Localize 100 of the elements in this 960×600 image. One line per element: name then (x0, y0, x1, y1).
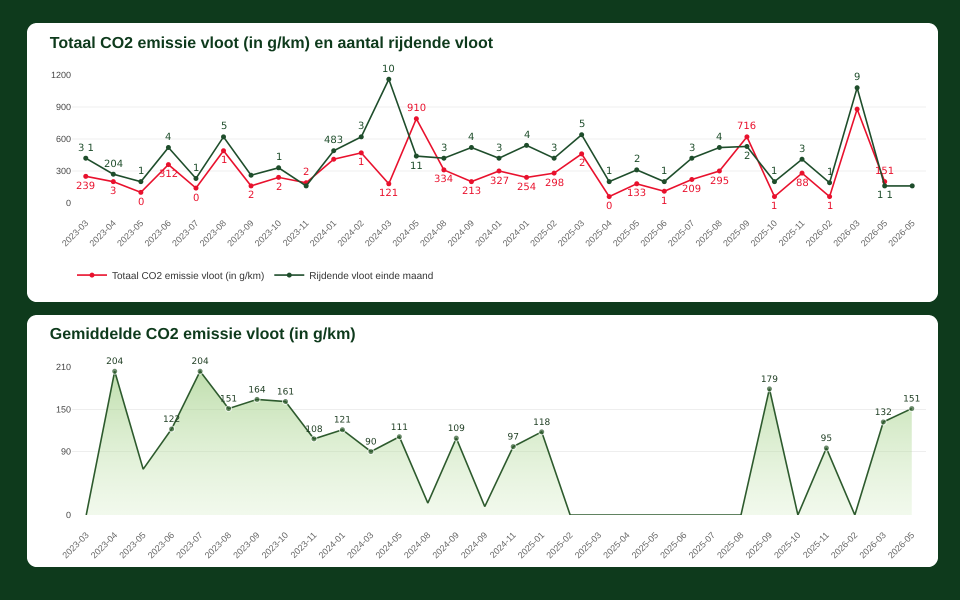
point (662, 188, 667, 194)
annotation: 239 (76, 181, 96, 192)
annotation: 716 (737, 121, 756, 132)
point (908, 405, 916, 412)
point (538, 428, 546, 436)
point (276, 174, 282, 180)
point (496, 156, 502, 161)
point (304, 183, 309, 188)
point (331, 148, 336, 154)
point (168, 426, 176, 433)
point (854, 85, 860, 90)
annotation: 133 (627, 188, 646, 199)
point (83, 156, 88, 161)
point (689, 177, 694, 182)
point (254, 396, 261, 403)
annotation: 5 (579, 119, 586, 130)
annotation: 11 (410, 161, 423, 172)
annotation: 5 (221, 121, 228, 132)
legend-label: Rijdende vloot einde maand (309, 271, 434, 282)
data-label: 95 (820, 434, 832, 444)
annotation: 254 (517, 182, 536, 193)
point (248, 183, 254, 188)
point (822, 444, 830, 452)
point (367, 448, 374, 456)
annotation: 209 (682, 184, 702, 195)
point (138, 179, 144, 184)
point (386, 76, 392, 82)
point (524, 142, 530, 148)
point (225, 405, 232, 412)
point (441, 167, 446, 172)
point (452, 434, 460, 442)
point (744, 134, 750, 140)
point (414, 116, 419, 122)
annotation: 2 (579, 158, 586, 169)
point (524, 174, 530, 180)
point (193, 186, 198, 191)
point (552, 156, 557, 161)
point (744, 144, 750, 149)
y-tick-label: 90 (60, 446, 71, 457)
annotation: 0 (138, 197, 144, 208)
annotation: 298 (545, 178, 564, 189)
point (358, 134, 364, 140)
point (579, 151, 584, 156)
point (772, 194, 777, 200)
point (414, 154, 419, 159)
data-label: 121 (334, 416, 352, 426)
point (716, 168, 722, 174)
point (166, 162, 171, 168)
annotation: 334 (434, 174, 454, 185)
point (110, 179, 116, 184)
annotation: 9 (854, 72, 860, 83)
y-tick-label: 210 (56, 362, 71, 372)
point (772, 179, 777, 184)
point (386, 181, 392, 186)
y-tick-label: 150 (56, 404, 71, 414)
point (441, 156, 446, 161)
legend-label: Totaal CO2 emissie vloot (in g/km) (112, 271, 264, 282)
point (358, 150, 364, 156)
annotation: 3 (551, 143, 558, 154)
y-tick-label: 0 (66, 198, 71, 208)
annotation: 2 (634, 154, 640, 165)
annotation: 204 (104, 159, 124, 170)
annotation: 3 (799, 144, 806, 155)
point (166, 145, 171, 150)
point (138, 190, 144, 195)
annotation: 1 (193, 163, 200, 174)
annotation: 295 (710, 176, 730, 187)
annotation: 0 (193, 193, 200, 204)
data-label: 90 (365, 438, 377, 448)
data-label: 97 (508, 432, 519, 443)
data-label: 109 (448, 424, 466, 434)
annotation: 1 (606, 166, 612, 177)
annotation: 483 (324, 135, 344, 146)
point (111, 368, 118, 375)
annotation: 213 (462, 186, 482, 197)
annotation: 2 (303, 167, 310, 178)
point (338, 426, 346, 434)
chart-title: Totaal CO2 emissie vloot (in g/km) en aantal rijdende vloot (50, 35, 494, 52)
point (606, 179, 612, 184)
annotation: 3 (110, 186, 116, 197)
annotation: 2 (744, 151, 750, 162)
point (496, 168, 502, 174)
annotation: 1 1 (877, 190, 893, 201)
chart-title: Gemiddelde CO2 emissie vloot (in g/km) (50, 326, 356, 343)
annotation: 1 (276, 152, 282, 163)
point (910, 183, 915, 188)
annotation: 1 (358, 157, 364, 168)
data-label: 204 (192, 357, 209, 368)
annotation: 3 1 (78, 143, 94, 154)
point (689, 156, 694, 161)
point (716, 145, 722, 150)
annotation: 1 (138, 166, 144, 177)
annotation: 3 (358, 121, 364, 132)
point (468, 179, 474, 184)
point (221, 134, 226, 140)
point (468, 145, 474, 150)
data-label: 164 (248, 385, 266, 396)
point (800, 170, 805, 176)
point (221, 148, 226, 154)
annotation: 10 (382, 64, 395, 75)
